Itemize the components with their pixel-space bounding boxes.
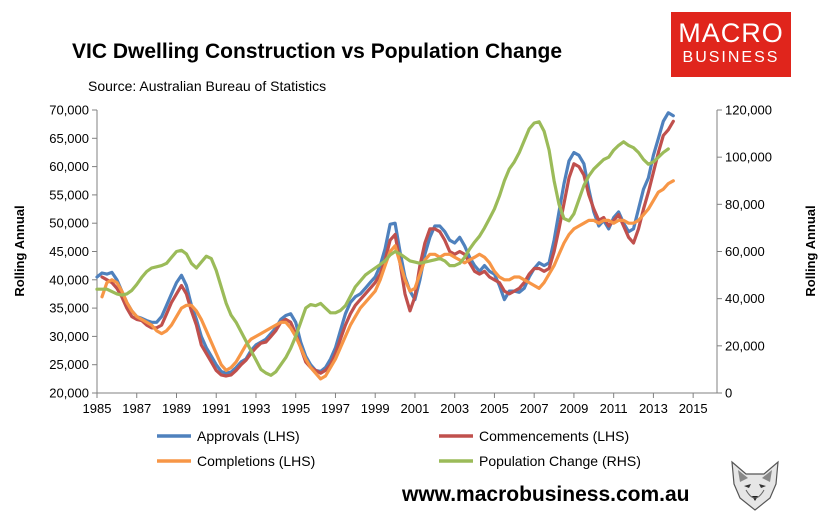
x-tick-label: 1995 xyxy=(281,401,310,416)
y2-tick-label: 40,000 xyxy=(725,291,765,306)
y-axis-ticks: 20,000 25,000 30,000 35,000 40,000 45,000 50,0… xyxy=(49,103,97,401)
x-tick-label: 2011 xyxy=(600,401,628,416)
x-tick-label: 2001 xyxy=(400,401,429,416)
y-tick-label: 55,000 xyxy=(49,187,89,202)
x-tick-label: 1999 xyxy=(361,401,390,416)
y-axis-label: Rolling Annual xyxy=(12,205,27,296)
x-tick-label: 2013 xyxy=(639,401,668,416)
y2-tick-label: 100,000 xyxy=(725,150,772,165)
y2-tick-label: 20,000 xyxy=(725,338,765,353)
legend-label-commencements: Commencements (LHS) xyxy=(479,428,629,444)
series-line-commencements xyxy=(100,119,675,378)
wolf-mascot-icon xyxy=(731,460,779,511)
macrobusiness-logo: MACRO BUSINESS xyxy=(671,12,791,77)
y-tick-label: 70,000 xyxy=(49,103,89,118)
y-tick-label: 65,000 xyxy=(49,131,89,146)
series-line-population xyxy=(95,120,670,377)
chart-title: VIC Dwelling Construction vs Population … xyxy=(72,40,563,63)
series-line-approvals xyxy=(95,111,675,375)
x-tick-label: 2003 xyxy=(440,401,469,416)
y-tick-label: 50,000 xyxy=(49,216,89,231)
y-tick-label: 40,000 xyxy=(49,272,89,287)
y2-axis-ticks: 0 20,000 40,000 60,000 80,000 100,000 120,000 xyxy=(717,103,772,401)
y2-tick-label: 0 xyxy=(725,386,732,401)
y2-tick-label: 120,000 xyxy=(725,103,772,118)
y2-axis-label: Rolling Annual xyxy=(803,205,818,296)
y2-tick-label: 60,000 xyxy=(725,244,765,259)
x-tick-label: 2009 xyxy=(559,401,588,416)
y-tick-label: 30,000 xyxy=(49,329,89,344)
x-tick-label: 1997 xyxy=(321,401,350,416)
y-tick-label: 35,000 xyxy=(49,301,89,316)
website-url: www.macrobusiness.com.au xyxy=(402,483,690,506)
x-tick-label: 2005 xyxy=(480,401,509,416)
x-tick-label: 1991 xyxy=(202,401,231,416)
y-tick-label: 60,000 xyxy=(49,159,89,174)
legend-label-population: Population Change (RHS) xyxy=(479,453,641,469)
y2-tick-label: 80,000 xyxy=(725,197,765,212)
x-tick-label: 2015 xyxy=(679,401,708,416)
y-tick-label: 45,000 xyxy=(49,244,89,259)
y-tick-label: 20,000 xyxy=(49,386,89,401)
x-tick-label: 1985 xyxy=(83,401,112,416)
series-lines xyxy=(95,111,675,381)
chart-source: Source: Australian Bureau of Statistics xyxy=(88,78,327,94)
y-tick-label: 25,000 xyxy=(49,357,89,372)
x-tick-label: 1987 xyxy=(122,401,151,416)
logo-line1: MACRO xyxy=(678,18,784,48)
legend-label-completions: Completions (LHS) xyxy=(197,453,315,469)
legend: Approvals (LHS) Commencements (LHS) Comple… xyxy=(157,428,641,469)
logo-line2: BUSINESS xyxy=(682,49,780,66)
x-tick-label: 2007 xyxy=(520,401,549,416)
x-tick-label: 1989 xyxy=(162,401,191,416)
legend-label-approvals: Approvals (LHS) xyxy=(197,428,300,444)
x-axis-ticks: 1985 1987 1989 1991 1993 1995 1997 1999 2001 2003… xyxy=(83,393,708,416)
x-tick-label: 1993 xyxy=(242,401,271,416)
plot-area xyxy=(97,110,717,393)
